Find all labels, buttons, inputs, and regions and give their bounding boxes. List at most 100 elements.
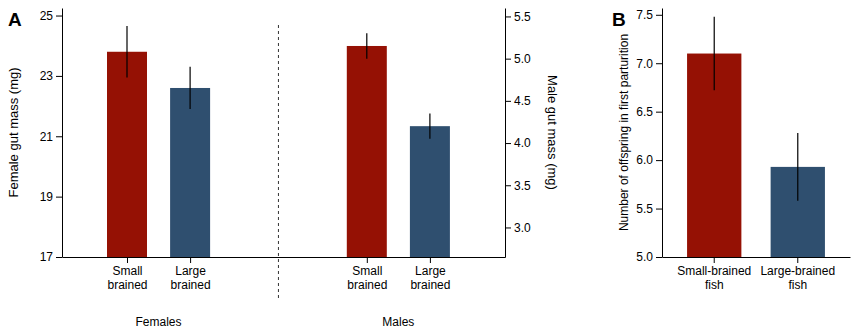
y-axis: 5.0 5.5 6.0 6.5 7.0 7.5 bbox=[636, 8, 662, 264]
tick: 4.0 bbox=[505, 136, 531, 150]
error-bar bbox=[190, 67, 191, 109]
figure: 17192123253.03.54.04.55.05.5Smallbrained… bbox=[0, 0, 854, 333]
tick-label-line: fish bbox=[788, 278, 807, 292]
tick-label: 3.5 bbox=[514, 179, 531, 193]
tick-label-line: brained bbox=[171, 278, 211, 292]
error-bar bbox=[429, 114, 430, 139]
tick: Small-brainedfish bbox=[677, 257, 751, 292]
tick-label: 5.0 bbox=[636, 250, 653, 264]
tick-label: 7.0 bbox=[636, 57, 653, 71]
tick-mark bbox=[430, 257, 431, 263]
tick-label-line: Large-brained bbox=[760, 264, 835, 278]
tick-mark bbox=[505, 101, 511, 102]
tick-mark bbox=[656, 160, 662, 161]
tick-mark bbox=[714, 257, 715, 263]
error-bar bbox=[714, 17, 715, 91]
tick-label-line: brained bbox=[347, 278, 387, 292]
tick: 5.5 bbox=[505, 10, 531, 24]
y-axis-title: Female gut mass (mg) bbox=[6, 67, 21, 197]
tick-mark bbox=[505, 16, 511, 17]
tick-mark bbox=[505, 143, 511, 144]
tick-label-line: Small-brained bbox=[677, 264, 751, 278]
tick-label-line: brained bbox=[107, 278, 147, 292]
tick-mark bbox=[56, 257, 62, 258]
x-axis: SmallbrainedLargebrainedSmallbrainedLarg… bbox=[63, 257, 506, 292]
x-axis: Small-brainedfishLarge-brainedfish bbox=[663, 257, 851, 292]
group-label: Males bbox=[382, 315, 414, 329]
tick: 19 bbox=[40, 190, 62, 204]
panel-label: A bbox=[8, 9, 22, 30]
tick-label-line: Large bbox=[175, 264, 206, 278]
tick-label: 5.5 bbox=[514, 10, 531, 24]
tick: 4.5 bbox=[505, 94, 531, 108]
y2-axis-title: Male gut mass (mg) bbox=[545, 75, 560, 190]
tick-label: 3.0 bbox=[514, 221, 531, 235]
tick: 6.0 bbox=[636, 153, 662, 167]
tick: 5.5 bbox=[636, 202, 662, 216]
tick-mark bbox=[56, 76, 62, 77]
tick: 7.0 bbox=[636, 57, 662, 71]
bar bbox=[347, 46, 387, 257]
tick: Smallbrained bbox=[347, 257, 387, 292]
plot-area-b bbox=[687, 17, 825, 257]
tick-mark bbox=[656, 209, 662, 210]
tick-mark bbox=[656, 15, 662, 16]
y-axis-line bbox=[62, 9, 63, 258]
x-axis-line bbox=[63, 257, 506, 258]
bar bbox=[170, 88, 210, 257]
tick-mark bbox=[56, 16, 62, 17]
tick-label-line: Small bbox=[112, 264, 142, 278]
y-axis-line bbox=[662, 9, 663, 258]
tick-label: 4.5 bbox=[514, 94, 531, 108]
tick-label: 17 bbox=[40, 250, 54, 264]
y2-axis-line bbox=[505, 9, 506, 258]
tick-mark bbox=[56, 197, 62, 198]
tick-mark bbox=[190, 257, 191, 263]
tick-label: 21 bbox=[40, 130, 54, 144]
tick: 7.5 bbox=[636, 8, 662, 22]
tick-label: 7.5 bbox=[636, 8, 653, 22]
tick: 25 bbox=[40, 9, 62, 23]
bar bbox=[107, 52, 147, 257]
y2-axis: 3.0 3.5 4.0 4.5 5.0 5.5 bbox=[505, 9, 531, 258]
tick: 5.0 bbox=[636, 250, 662, 264]
tick-label: 6.5 bbox=[636, 105, 653, 119]
tick-mark bbox=[505, 59, 511, 60]
x-axis-line bbox=[663, 257, 851, 258]
tick: 3.0 bbox=[505, 221, 531, 235]
tick-label: 23 bbox=[40, 69, 54, 83]
tick: Large-brainedfish bbox=[760, 257, 835, 292]
tick: 3.5 bbox=[505, 179, 531, 193]
tick: 6.5 bbox=[636, 105, 662, 119]
tick: Smallbrained bbox=[107, 257, 147, 292]
tick-label-line: brained bbox=[410, 278, 450, 292]
separator bbox=[278, 25, 279, 300]
tick-label: 19 bbox=[40, 190, 54, 204]
tick-mark bbox=[505, 227, 511, 228]
tick-label: Small-brainedfish bbox=[677, 264, 751, 292]
tick: 5.0 bbox=[505, 52, 531, 66]
tick: Largebrained bbox=[410, 257, 450, 292]
tick-label-line: Small bbox=[352, 264, 382, 278]
tick-label: 5.0 bbox=[514, 52, 531, 66]
tick-mark bbox=[56, 136, 62, 137]
tick-label-line: Large bbox=[415, 264, 446, 278]
bar bbox=[410, 126, 450, 257]
tick-label: Large-brainedfish bbox=[760, 264, 835, 292]
tick-mark bbox=[656, 63, 662, 64]
tick: Largebrained bbox=[171, 257, 211, 292]
tick-mark bbox=[505, 185, 511, 186]
tick-label-line: fish bbox=[705, 278, 724, 292]
tick-mark bbox=[656, 257, 662, 258]
tick-mark bbox=[367, 257, 368, 263]
tick: 23 bbox=[40, 69, 62, 83]
tick-label: Smallbrained bbox=[347, 264, 387, 292]
error-bar bbox=[126, 26, 127, 77]
tick-label: 6.0 bbox=[636, 153, 653, 167]
tick: 21 bbox=[40, 130, 62, 144]
error-bar bbox=[797, 133, 798, 201]
group-label: Females bbox=[136, 315, 182, 329]
tick-label: 5.5 bbox=[636, 202, 653, 216]
tick-label: Smallbrained bbox=[107, 264, 147, 292]
tick-mark bbox=[797, 257, 798, 263]
